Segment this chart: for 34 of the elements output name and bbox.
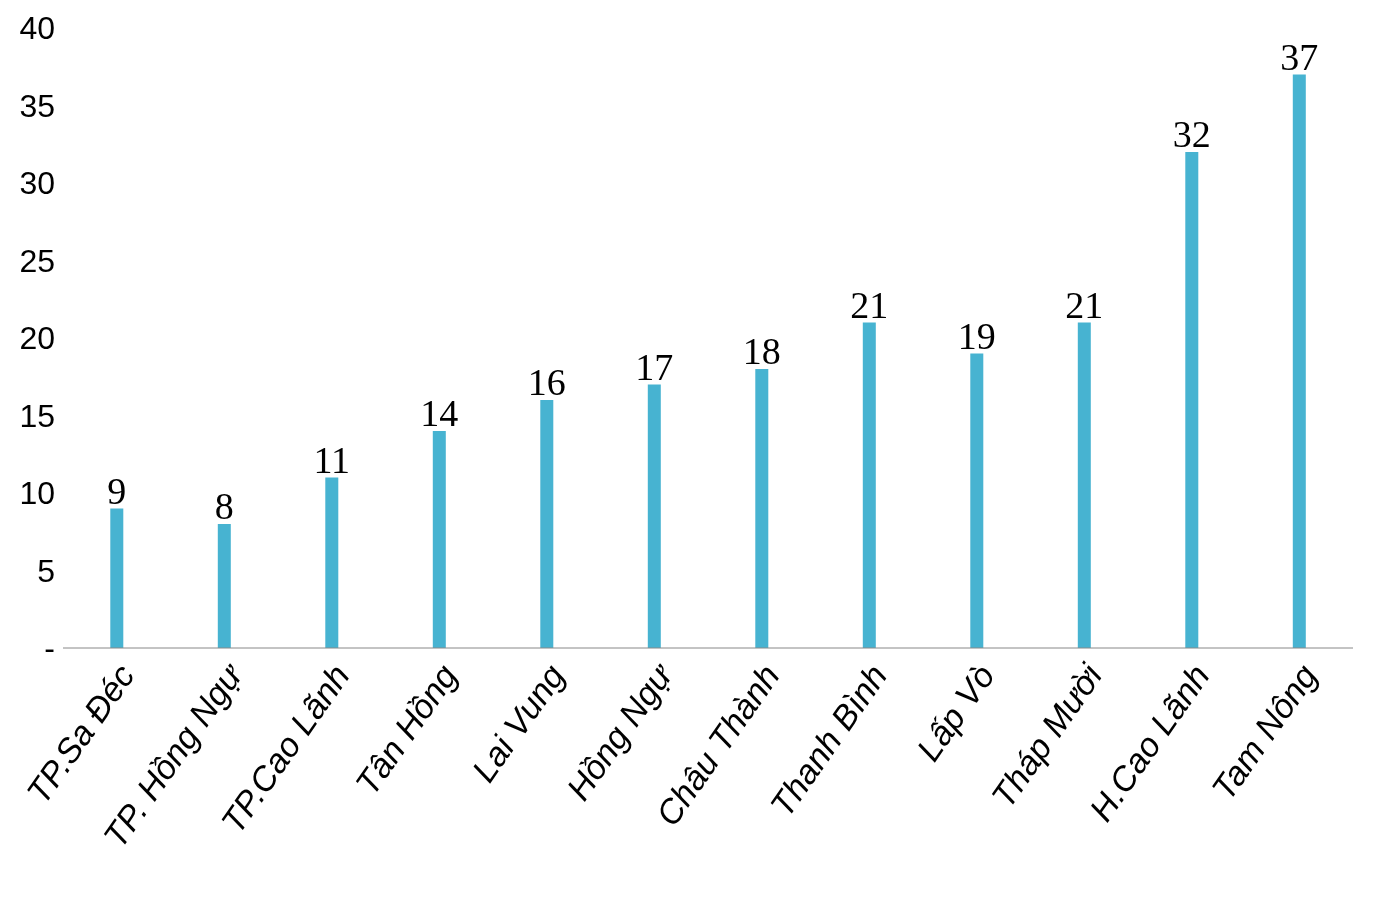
bar: [110, 508, 124, 648]
data-label: 14: [420, 392, 459, 434]
data-label: 16: [527, 361, 566, 403]
bar: [325, 477, 339, 648]
data-label: 37: [1280, 35, 1319, 78]
y-tick-label: 15: [19, 397, 55, 434]
bar: [755, 369, 769, 648]
y-tick-label: 25: [19, 242, 55, 279]
data-label: 8: [214, 485, 234, 527]
y-tick-label: 40: [19, 10, 55, 47]
y-tick-label: 5: [37, 552, 55, 589]
data-label: 9: [107, 469, 127, 512]
bar: [1077, 322, 1091, 648]
bar: [1292, 74, 1306, 648]
y-tick-label: 20: [19, 320, 55, 357]
data-label: 11: [313, 438, 351, 481]
data-label: 17: [635, 345, 674, 388]
bar: [647, 384, 661, 648]
data-label: 18: [742, 330, 781, 372]
bar: [432, 431, 446, 648]
data-label: 21: [850, 283, 889, 326]
x-tick-label: Lấp Vò: [908, 657, 1002, 768]
data-label: 21: [1065, 283, 1104, 326]
y-tick-label: 35: [19, 87, 55, 124]
bar: [970, 353, 984, 648]
bar: [1185, 152, 1199, 648]
y-tick-label: 10: [19, 475, 55, 512]
y-tick-label: -: [44, 630, 55, 667]
bar: [540, 400, 554, 648]
data-label: 32: [1172, 113, 1211, 155]
bar: [217, 524, 231, 648]
y-tick-label: 30: [19, 165, 55, 202]
data-label: 19: [957, 314, 996, 357]
bar: [862, 322, 876, 648]
